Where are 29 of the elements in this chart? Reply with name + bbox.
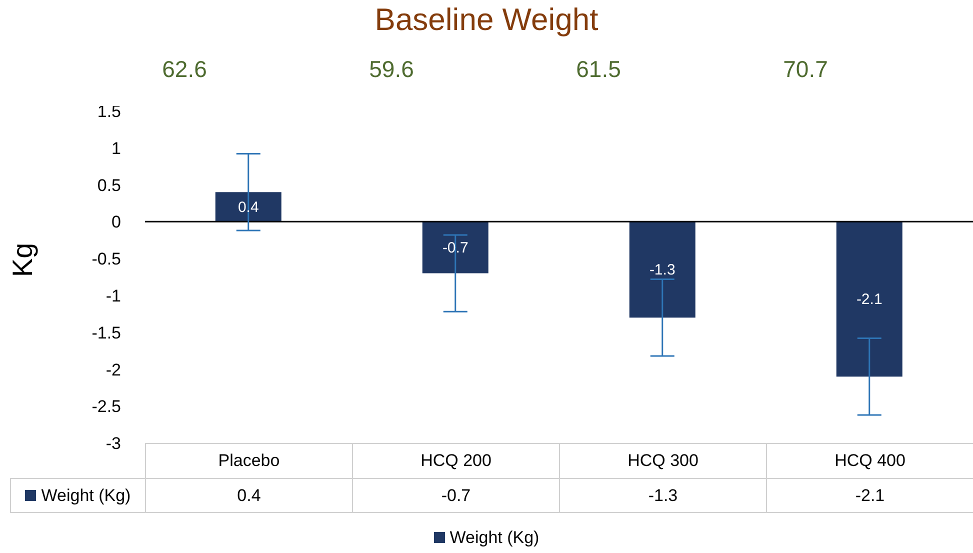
text: 0.4: [238, 198, 259, 216]
text: -0.7: [442, 239, 468, 256]
x-tick-label: HCQ 300: [559, 443, 767, 479]
y-tick-label: -2: [106, 360, 121, 380]
y-tick-label: 1: [112, 138, 121, 158]
x-tick-label: HCQ 200: [352, 443, 560, 479]
data-label: -2.1: [766, 478, 973, 513]
y-tick-label: -1: [106, 286, 121, 306]
text: 59.6: [368, 56, 415, 83]
text: Weight (Kg): [450, 528, 540, 547]
text: 62.6: [161, 56, 208, 83]
chart-title: Baseline Weight: [374, 2, 600, 38]
y-axis-title: Kg: [6, 242, 38, 277]
text: 61.5: [575, 56, 622, 83]
text: -2.1: [856, 291, 882, 308]
text: -1.3: [649, 262, 676, 279]
y-tick-label: -1.5: [92, 323, 121, 342]
y-tick-label: -2.5: [92, 397, 121, 416]
y-tick-label: -3: [106, 434, 121, 454]
x-tick-label: Placebo: [145, 443, 353, 479]
x-tick-label: HCQ 400: [766, 443, 973, 479]
legend-label: Weight (Kg): [40, 486, 131, 506]
y-tick-label: 0: [112, 212, 121, 232]
text: 70.7: [782, 56, 829, 83]
data-label: 0.4: [145, 478, 353, 513]
data-label: -0.7: [352, 478, 560, 513]
y-tick-label: -0.5: [92, 250, 121, 269]
data-label: -1.3: [559, 478, 767, 513]
y-tick-label: 0.5: [97, 176, 121, 195]
